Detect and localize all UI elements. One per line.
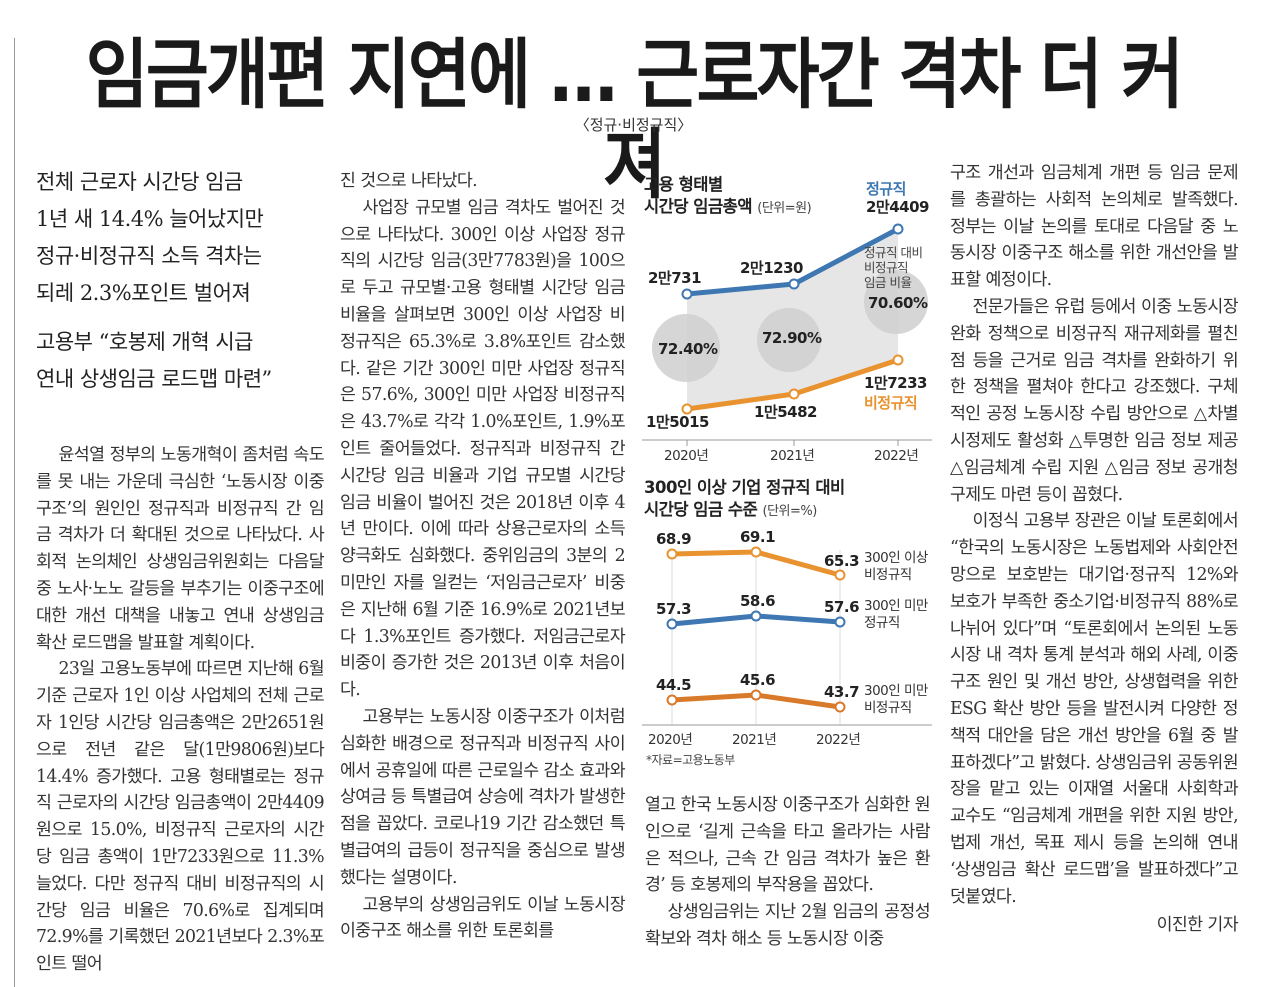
byline: 이진한 기자 <box>1156 915 1239 936</box>
series-label: 300인 미만 정규직 <box>864 598 928 631</box>
body-paragraph: 고용부의 상생임금위도 이날 노동시장 이중구조 해소를 위한 토론회를 <box>340 894 626 942</box>
section-label: 〈정규·비정규직〉 <box>574 116 693 134</box>
data-label: 2만1230 <box>740 259 804 277</box>
x-tick: 2022년 <box>816 732 861 748</box>
chart-2-title: 300인 이상 기업 정규직 대비 시간당 임금 수준 (단위=%) <box>644 478 845 519</box>
article-column-1: 전체 근로자 시간당 임금 1년 새 14.4% 늘어났지만 정규·비정규직 소… <box>36 160 325 978</box>
legend-nonregular: 비정규직 <box>864 394 918 412</box>
data-label: 65.3 <box>824 552 860 570</box>
article-column-2: 진 것으로 나타났다. 사업장 규모별 임금 격차도 벌어진 것으로 나타났다.… <box>340 168 626 945</box>
chart-wage-level-plot <box>642 546 932 726</box>
column-rule <box>14 38 15 987</box>
chart-hourly-wage-plot <box>642 223 932 446</box>
ratio-label: 72.40% <box>658 340 718 358</box>
body-paragraph: 이정식 고용부 장관은 이날 토론회에서 “한국의 노동시장은 노동법제와 사회… <box>950 511 1239 907</box>
x-tick: 2022년 <box>874 448 919 464</box>
data-label: 57.3 <box>656 600 692 618</box>
data-label: 58.6 <box>740 592 776 610</box>
data-label: 2만731 <box>648 269 702 287</box>
headline: 임금개편 지연에 … 근로자간 격차 더 커져 <box>85 30 1185 209</box>
x-tick: 2021년 <box>732 732 777 748</box>
data-label: 1만5482 <box>754 403 818 421</box>
ratio-label: 70.60% <box>868 294 928 312</box>
data-label: 69.1 <box>740 528 776 546</box>
ratio-label: 72.90% <box>762 329 822 347</box>
body-paragraph: 사업장 규모별 임금 격차도 벌어진 것으로 나타났다. 300인 이상 사업장… <box>340 197 626 701</box>
article-column-4: 구조 개선과 임금체계 개편 등 임금 문제를 총괄하는 사회적 논의체로 발족… <box>950 160 1239 939</box>
series-label: 300인 미만 비정규직 <box>864 683 928 716</box>
chart-hourly-wage-by-type: 고용 형태별 시간당 임금총액 (단위=원) 정규직 2만4409 2만731 … <box>642 172 932 464</box>
ratio-note: 정규직 대비 비정규직 임금 비율 <box>864 245 923 290</box>
deck-1: 전체 근로자 시간당 임금 1년 새 14.4% 늘어났지만 정규·비정규직 소… <box>36 170 264 305</box>
data-label: 68.9 <box>656 530 692 548</box>
data-label: 1만7233 <box>864 374 928 392</box>
body-paragraph: 진 것으로 나타났다. <box>340 171 478 191</box>
deck-2: 고용부 “호봉제 개혁 시급 연내 상생임금 로드맵 마련” <box>36 330 272 391</box>
body-paragraph: 23일 고용노동부에 따르면 지난해 6월 기준 근로자 1인 이상 사업체의 … <box>36 659 325 975</box>
body-paragraph: 상생임금위는 지난 2월 임금의 공정성 확보와 격차 해소 등 노동시장 이중 <box>645 902 931 949</box>
data-label: 2만4409 <box>866 198 930 216</box>
data-label: 57.6 <box>824 598 860 616</box>
legend-regular: 정규직 <box>866 180 906 198</box>
data-label: 1만5015 <box>646 413 710 431</box>
body-paragraph: 윤석열 정부의 노동개혁이 좀처럼 속도를 못 내는 가운데 극심한 ‘노동시장… <box>36 445 325 653</box>
body-paragraph: 고용부는 노동시장 이중구조가 이처럼 심화한 배경으로 정규직과 비정규직 사… <box>340 706 626 888</box>
chart-1-title: 고용 형태별 시간당 임금총액 (단위=원) <box>644 175 812 216</box>
series-label: 300인 이상 비정규직 <box>864 550 928 583</box>
x-tick: 2021년 <box>770 448 815 464</box>
chart-source: *자료=고용노동부 <box>646 753 735 767</box>
chart-wage-level-vs-large-regular: 300인 이상 기업 정규직 대비 시간당 임금 수준 (단위=%) 68.9 … <box>642 475 932 775</box>
body-paragraph: 구조 개선과 임금체계 개편 등 임금 문제를 총괄하는 사회적 논의체로 발족… <box>950 163 1239 291</box>
body-paragraph: 전문가들은 유럽 등에서 이중 노동시장 완화 정책으로 비정규직 재규제화를 … <box>950 296 1239 505</box>
data-label: 43.7 <box>824 683 860 701</box>
data-label: 44.5 <box>656 676 692 694</box>
article-column-3: 열고 한국 노동시장 이중구조가 심화한 원인으로 ‘길게 근속을 타고 올라가… <box>645 792 931 953</box>
body-paragraph: 열고 한국 노동시장 이중구조가 심화한 원인으로 ‘길게 근속을 타고 올라가… <box>645 795 931 896</box>
x-tick: 2020년 <box>664 448 709 464</box>
x-tick: 2020년 <box>648 732 693 748</box>
data-label: 45.6 <box>740 671 776 689</box>
